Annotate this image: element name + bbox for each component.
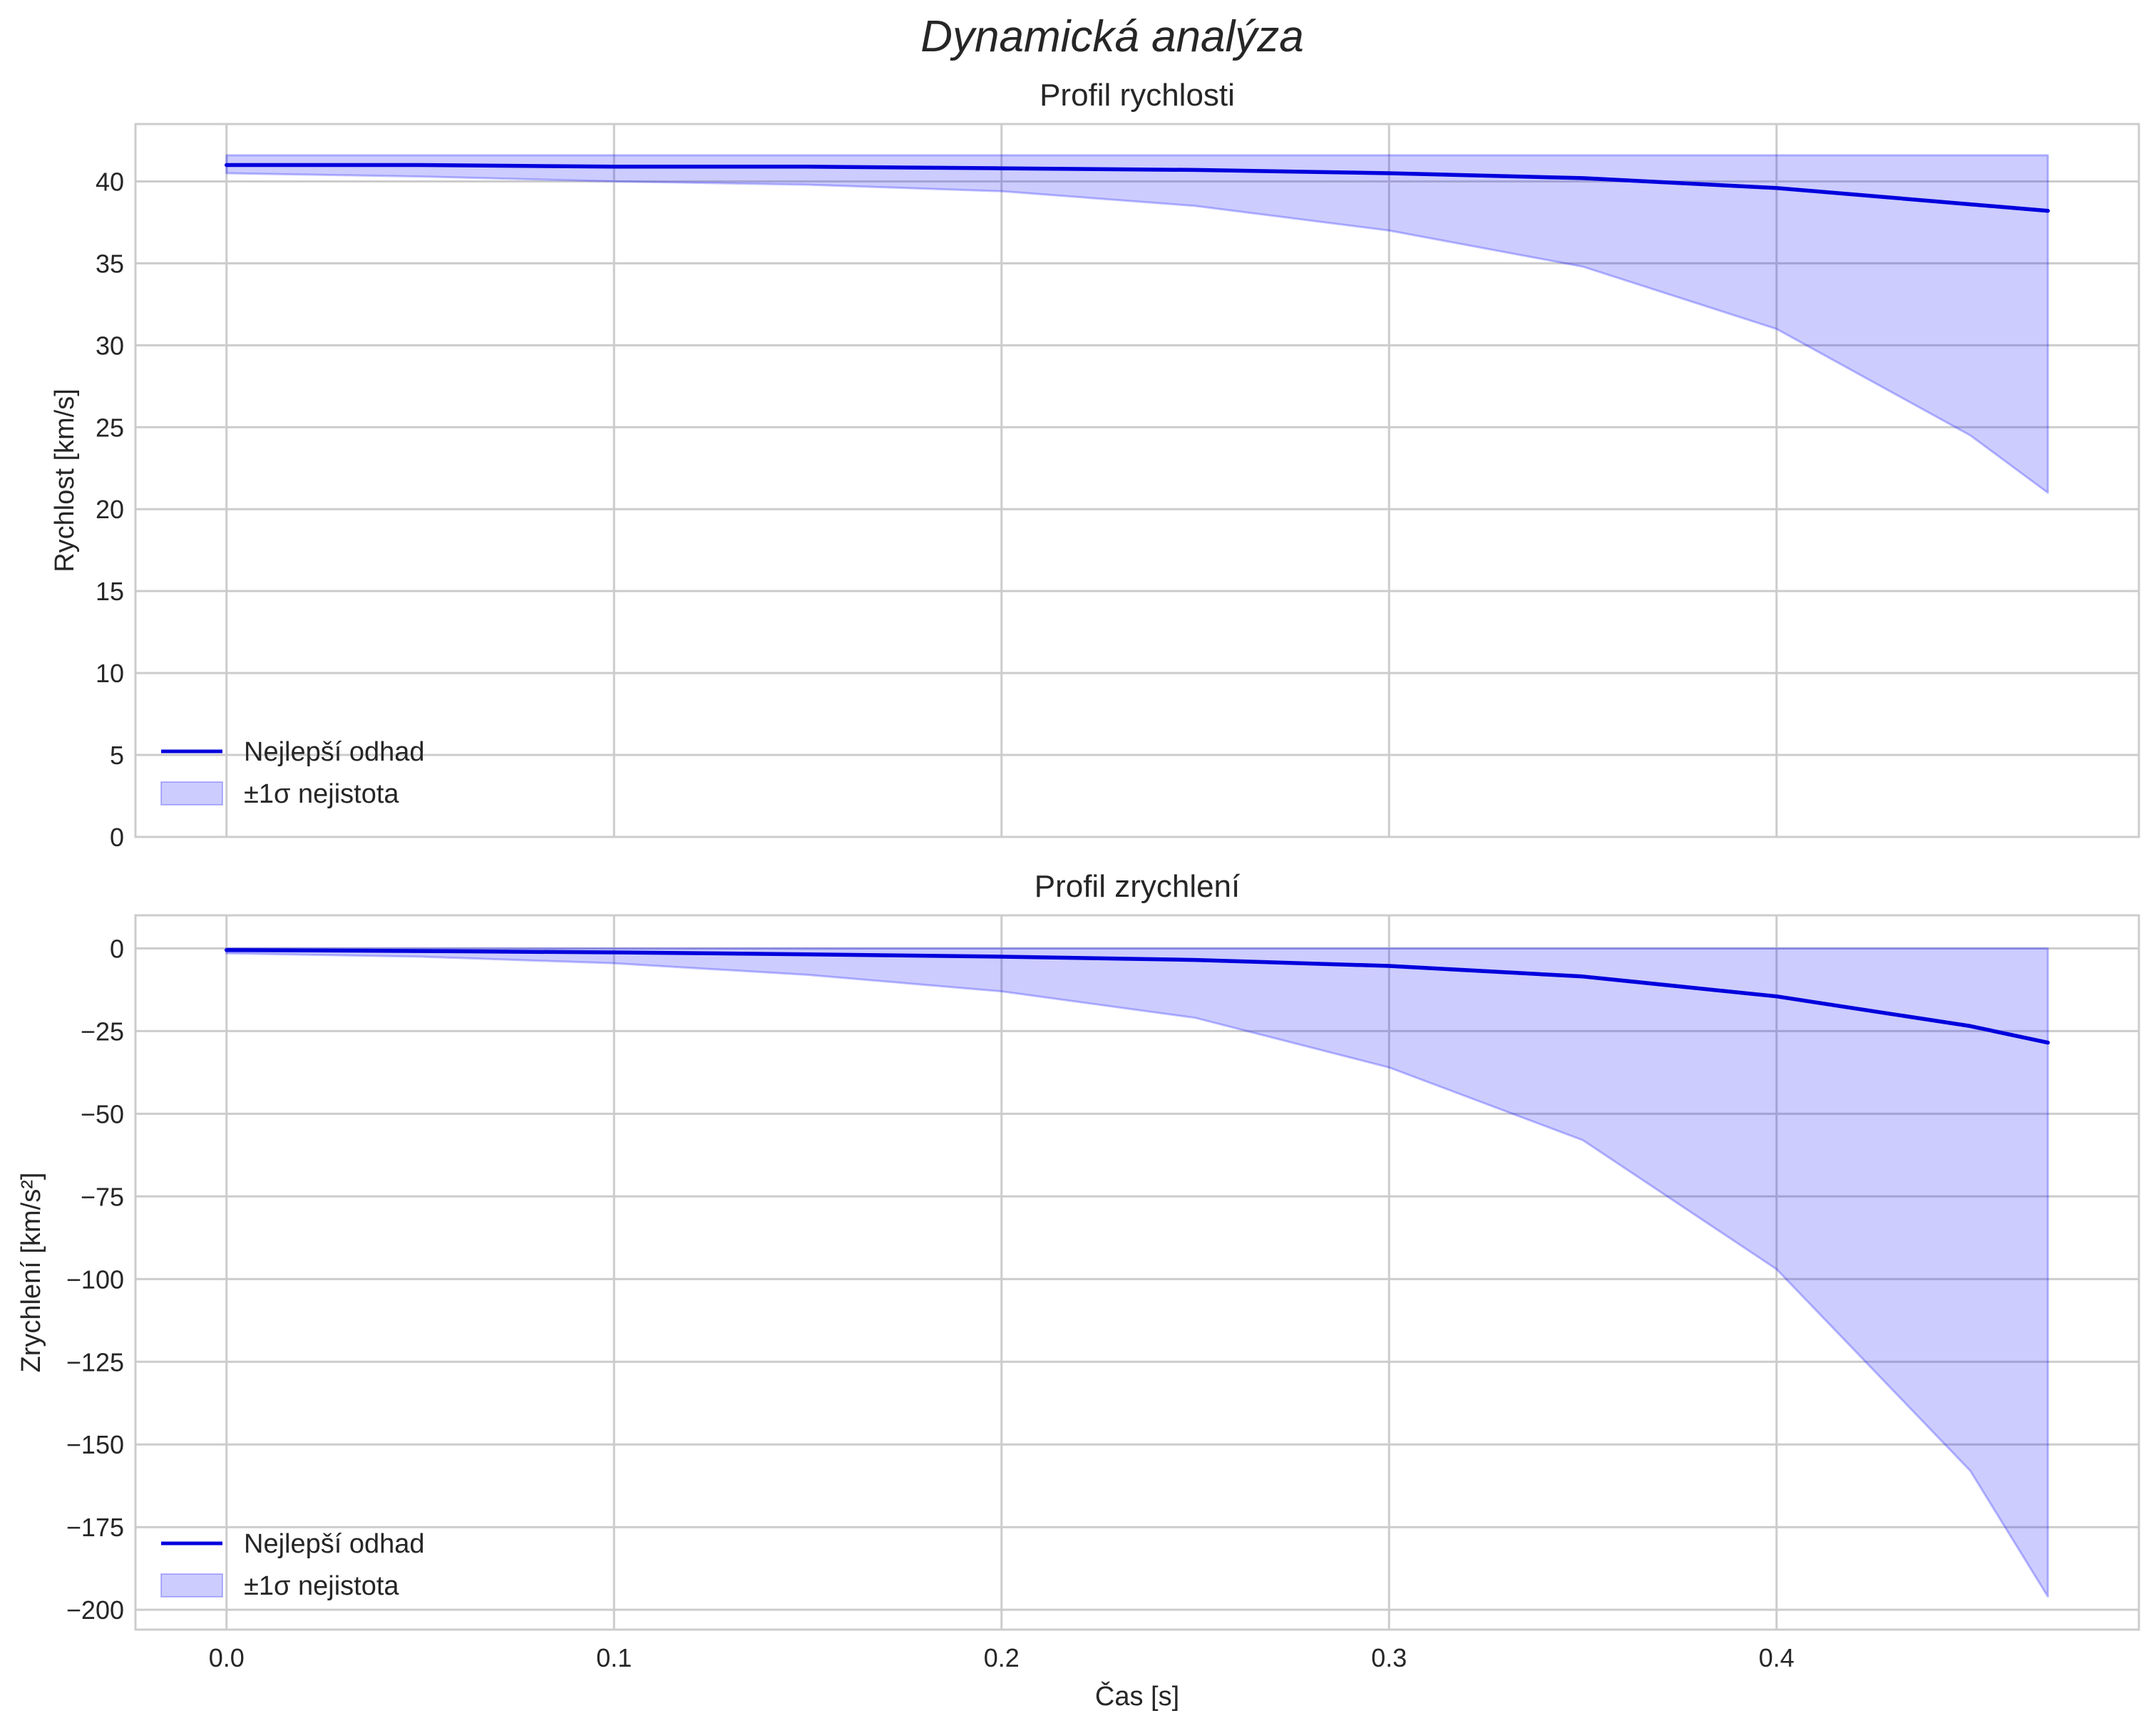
acceleration-legend: Nejlepší odhad ±1σ nejistota <box>160 1529 425 1601</box>
velocity-panel: 0 5 10 15 20 25 30 35 40 Profil rychlosti Rychlo… <box>50 78 2140 852</box>
acceleration-x-tick-label: 0.2 <box>984 1643 1020 1672</box>
velocity-band-layer <box>225 154 2049 494</box>
acceleration-legend-band-swatch <box>160 1573 223 1598</box>
acceleration-x-axis-label: Čas [s] <box>1095 1680 1179 1712</box>
acceleration-y-axis-label: Zrychlení [km/s²] <box>16 1173 46 1373</box>
velocity-plot-area <box>135 124 2139 837</box>
acceleration-y-tick-label: −75 <box>81 1182 124 1211</box>
acceleration-uncertainty-band <box>225 947 2049 1598</box>
acceleration-x-tick-label: 0.0 <box>209 1643 245 1672</box>
velocity-y-tick-label: 40 <box>96 167 124 196</box>
velocity-y-tick-label: 15 <box>96 577 124 606</box>
velocity-y-tick-label: 0 <box>110 823 124 852</box>
figure-suptitle: Dynamická analýza <box>920 12 1304 61</box>
acceleration-plot-frame <box>134 914 2140 1631</box>
velocity-legend-band-swatch <box>160 781 223 806</box>
velocity-legend-line-label: Nejlepší odhad <box>244 737 425 767</box>
acceleration-band-layer <box>225 947 2049 1598</box>
acceleration-x-tick-labels: 0.0 0.1 0.2 0.3 0.4 <box>209 1643 1795 1672</box>
acceleration-y-tick-label: −50 <box>81 1099 124 1128</box>
acceleration-legend-line-label: Nejlepší odhad <box>244 1529 425 1559</box>
acceleration-x-tick-label: 0.4 <box>1759 1643 1795 1672</box>
acceleration-x-tick-label: 0.1 <box>596 1643 632 1672</box>
velocity-y-axis-label: Rychlost [km/s] <box>50 389 80 572</box>
velocity-y-tick-label: 35 <box>96 249 124 278</box>
velocity-y-tick-label: 10 <box>96 659 124 688</box>
acceleration-grid <box>135 915 2139 1630</box>
acceleration-panel-title: Profil zrychlení <box>1035 869 1241 904</box>
acceleration-line-layer <box>224 947 2050 1045</box>
velocity-y-tick-label: 25 <box>96 413 124 442</box>
velocity-legend: Nejlepší odhad ±1σ nejistota <box>160 737 425 809</box>
acceleration-x-tick-label: 0.3 <box>1371 1643 1407 1672</box>
acceleration-y-tick-label: −125 <box>66 1347 124 1377</box>
acceleration-best-estimate-line <box>224 947 2050 1045</box>
velocity-line-layer <box>224 163 2050 213</box>
acceleration-y-tick-label: −25 <box>81 1017 124 1046</box>
velocity-y-tick-label: 5 <box>110 741 124 770</box>
acceleration-y-tick-label: −200 <box>66 1595 124 1625</box>
velocity-plot-frame <box>134 123 2140 838</box>
acceleration-legend-band-label: ±1σ nejistota <box>244 1571 399 1601</box>
acceleration-y-tick-labels: 0 −25 −50 −75 −100 −125 −150 −175 −200 <box>66 934 124 1625</box>
velocity-y-tick-labels: 0 5 10 15 20 25 30 35 40 <box>96 167 124 852</box>
acceleration-y-tick-label: 0 <box>110 934 124 963</box>
acceleration-y-tick-label: −100 <box>66 1265 124 1294</box>
velocity-best-estimate-line <box>224 163 2050 213</box>
velocity-y-tick-label: 20 <box>96 495 124 524</box>
velocity-uncertainty-band <box>225 154 2049 494</box>
velocity-y-tick-label: 30 <box>96 331 124 360</box>
acceleration-panel: 0 −25 −50 −75 −100 −125 −150 −175 −200 0.0 0.1 0.2… <box>16 869 2140 1712</box>
velocity-panel-title: Profil rychlosti <box>1040 78 1235 113</box>
velocity-legend-band-label: ±1σ nejistota <box>244 779 399 809</box>
acceleration-y-tick-label: −150 <box>66 1430 124 1459</box>
acceleration-plot-area <box>135 915 2139 1630</box>
acceleration-y-tick-label: −175 <box>66 1513 124 1542</box>
